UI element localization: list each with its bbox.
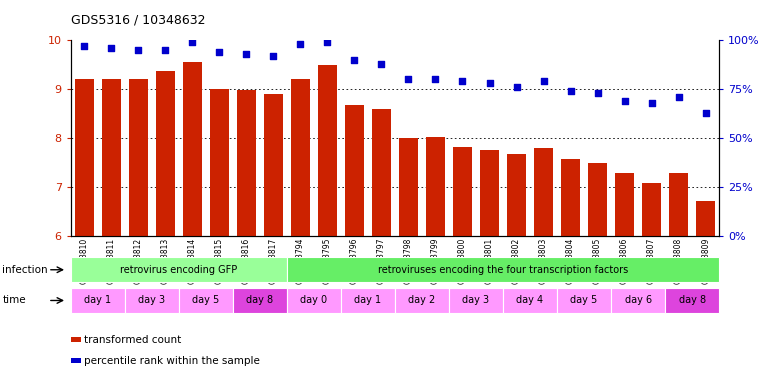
Point (349, 57, 361, 63)
Text: retroviruses encoding the four transcription factors: retroviruses encoding the four transcrip… (378, 265, 628, 275)
Bar (453, 147, 472, 236)
Bar (399, 138, 418, 236)
Bar (75, 78, 94, 236)
Bar (588, 163, 607, 236)
Bar (341, 288, 395, 313)
Bar (561, 159, 580, 236)
Bar (534, 148, 553, 236)
Point (375, 61, 387, 67)
Bar (237, 90, 256, 236)
Bar (669, 172, 688, 236)
Bar (156, 71, 175, 236)
Bar (615, 174, 634, 236)
Bar (129, 79, 148, 236)
Point (240, 51, 253, 57)
Text: day 1: day 1 (355, 295, 381, 306)
Text: day 5: day 5 (571, 295, 597, 306)
Point (295, 41, 307, 47)
Text: day 2: day 2 (409, 295, 435, 306)
Bar (287, 257, 719, 282)
Text: day 8: day 8 (247, 295, 273, 306)
Text: time: time (2, 295, 26, 306)
Bar (642, 183, 661, 236)
Point (78, 43, 91, 49)
Text: day 4: day 4 (517, 295, 543, 306)
Bar (264, 94, 283, 236)
Bar (71, 288, 125, 313)
Point (537, 78, 549, 84)
Bar (125, 288, 179, 313)
Point (429, 76, 441, 83)
Point (213, 49, 225, 55)
Point (511, 84, 523, 90)
Text: day 3: day 3 (139, 295, 165, 306)
Bar (449, 288, 503, 313)
Text: retrovirus encoding GFP: retrovirus encoding GFP (120, 265, 237, 275)
Point (403, 76, 415, 83)
Text: day 5: day 5 (193, 295, 219, 306)
Bar (395, 288, 449, 313)
Bar (210, 89, 229, 236)
Bar (318, 65, 337, 236)
Text: day 3: day 3 (463, 295, 489, 306)
Text: GDS5316 / 10348632: GDS5316 / 10348632 (71, 13, 205, 26)
Text: transformed count: transformed count (84, 335, 182, 345)
Text: day 1: day 1 (84, 295, 111, 306)
Point (619, 98, 631, 104)
Point (132, 47, 145, 53)
Point (565, 88, 577, 94)
Bar (665, 288, 719, 313)
Bar (611, 288, 665, 313)
Point (186, 39, 199, 45)
Bar (507, 154, 526, 236)
Point (483, 80, 495, 86)
Bar (183, 62, 202, 236)
Bar (372, 109, 391, 236)
Bar (233, 288, 287, 313)
Point (699, 110, 712, 116)
Text: infection: infection (2, 265, 48, 275)
Bar (102, 78, 121, 236)
Point (321, 39, 333, 45)
Point (159, 47, 171, 53)
Bar (345, 105, 364, 236)
Bar (696, 201, 715, 236)
Point (591, 90, 603, 96)
Bar (503, 288, 557, 313)
Text: percentile rank within the sample: percentile rank within the sample (84, 356, 260, 366)
Point (267, 53, 279, 59)
Point (645, 100, 658, 106)
Text: day 8: day 8 (679, 295, 705, 306)
Bar (71, 257, 287, 282)
Point (105, 45, 117, 51)
Bar (426, 137, 445, 236)
Text: day 6: day 6 (625, 295, 651, 306)
Bar (480, 149, 499, 236)
Text: day 0: day 0 (301, 295, 327, 306)
Point (457, 78, 469, 84)
Bar (291, 78, 310, 236)
Bar (179, 288, 233, 313)
Point (673, 94, 685, 100)
Bar (287, 288, 341, 313)
Bar (557, 288, 611, 313)
